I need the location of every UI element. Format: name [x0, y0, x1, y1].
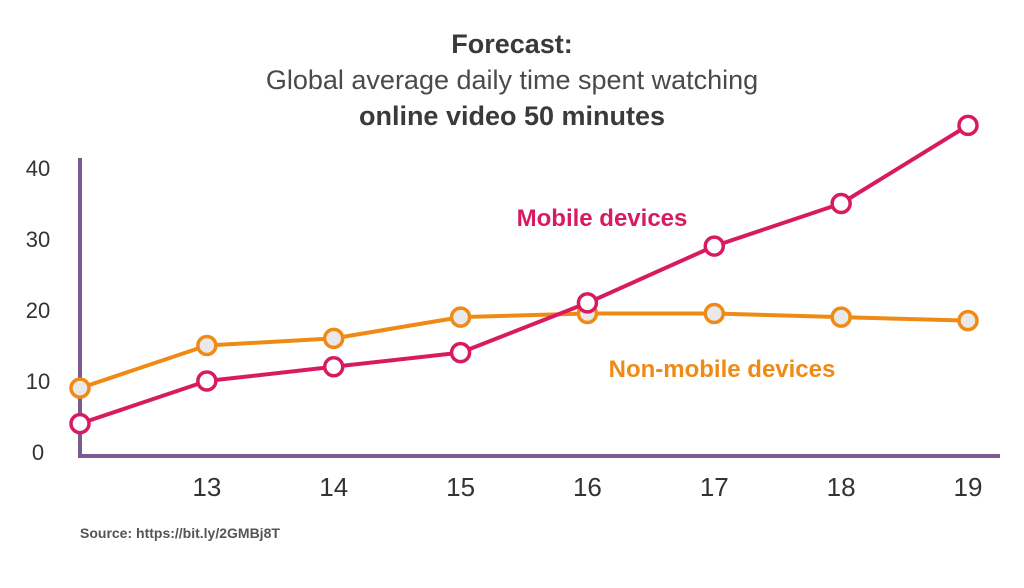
point-mobile-devices-2: [322, 356, 345, 378]
point-mobile-devices-6: [830, 192, 852, 215]
series-label-mobile-devices: Mobile devices: [517, 205, 688, 232]
point-non-mobile-devices-0: [69, 377, 91, 399]
point-mobile-devices-1: [196, 370, 218, 392]
point-non-mobile-devices-7: [957, 309, 979, 332]
point-non-mobile-devices-5: [703, 302, 726, 325]
x-tick-label-18: 18: [827, 472, 856, 502]
point-mobile-devices-5: [703, 235, 726, 257]
point-mobile-devices-0: [69, 412, 91, 435]
chart-subtitle-line2: online video 50 minutes: [358, 101, 666, 131]
chart-subtitle-line1: Global average daily time spent watching: [265, 65, 759, 95]
point-non-mobile-devices-2: [322, 327, 345, 350]
y-tick-label-0: 0: [32, 440, 44, 465]
y-tick-label-30: 30: [26, 227, 50, 252]
x-tick-label-16: 16: [573, 472, 602, 502]
chart-title: Forecast:: [451, 29, 573, 59]
x-tick-label-17: 17: [700, 472, 729, 502]
point-mobile-devices-3: [449, 341, 472, 364]
x-tick-label-13: 13: [192, 472, 221, 502]
x-tick-label-14: 14: [319, 472, 348, 502]
source-note: Source: https://bit.ly/2GMBj8T: [80, 525, 280, 541]
point-non-mobile-devices-6: [830, 306, 852, 328]
series-line-non-mobile-devices: [79, 311, 969, 390]
y-tick-label-20: 20: [26, 298, 50, 323]
point-mobile-devices-7: [957, 114, 979, 137]
point-mobile-devices-4: [576, 292, 599, 314]
series-line-mobile-devices: [79, 123, 970, 426]
chart-title-block: Forecast: Global average daily time spen…: [0, 26, 1024, 134]
point-non-mobile-devices-3: [449, 306, 472, 328]
y-tick-label-10: 10: [26, 369, 50, 394]
point-non-mobile-devices-1: [196, 334, 218, 357]
series-label-non-mobile-devices: Non-mobile devices: [609, 356, 836, 383]
x-tick-label-19: 19: [954, 472, 983, 502]
y-tick-label-40: 40: [26, 156, 50, 181]
x-tick-label-15: 15: [446, 472, 475, 502]
